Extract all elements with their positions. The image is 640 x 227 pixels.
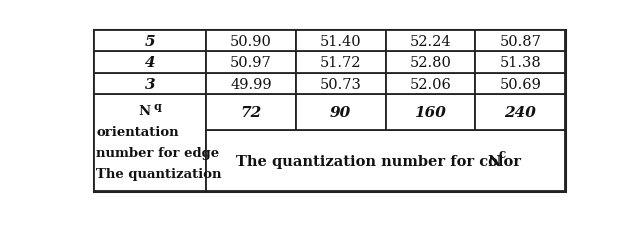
- Bar: [206, 74, 296, 95]
- Bar: [206, 95, 296, 131]
- Bar: [476, 31, 565, 52]
- Bar: [385, 74, 476, 95]
- Text: 4: 4: [145, 56, 156, 70]
- Bar: [385, 52, 476, 74]
- Text: 240: 240: [504, 106, 536, 120]
- Bar: [94, 52, 206, 74]
- Text: 52.80: 52.80: [410, 56, 451, 70]
- Bar: [94, 95, 206, 192]
- Bar: [206, 131, 565, 192]
- Bar: [476, 52, 565, 74]
- Text: 52.24: 52.24: [410, 35, 451, 48]
- Bar: [296, 52, 385, 74]
- Text: orientation: orientation: [97, 126, 179, 139]
- Text: 3: 3: [145, 77, 156, 91]
- Bar: [94, 74, 206, 95]
- Text: q: q: [154, 100, 161, 111]
- Bar: [476, 95, 565, 131]
- Text: 5: 5: [145, 35, 156, 48]
- Text: N: N: [487, 154, 500, 168]
- Text: 51.38: 51.38: [499, 56, 541, 70]
- Text: 49.99: 49.99: [230, 77, 272, 91]
- Text: 72: 72: [240, 106, 262, 120]
- Text: 50.87: 50.87: [499, 35, 541, 48]
- Text: 51.72: 51.72: [320, 56, 362, 70]
- Text: 160: 160: [415, 106, 446, 120]
- Bar: [296, 95, 385, 131]
- Bar: [94, 31, 206, 52]
- Text: 51.40: 51.40: [320, 35, 362, 48]
- Text: The quantization: The quantization: [97, 168, 222, 180]
- Text: 50.69: 50.69: [499, 77, 541, 91]
- Text: 50.97: 50.97: [230, 56, 272, 70]
- Bar: [296, 31, 385, 52]
- Bar: [385, 31, 476, 52]
- Text: N: N: [138, 105, 150, 118]
- Text: number for edge: number for edge: [97, 147, 220, 160]
- Text: 52.06: 52.06: [410, 77, 451, 91]
- Bar: [476, 74, 565, 95]
- Bar: [296, 74, 385, 95]
- Text: The quantization number for color: The quantization number for color: [236, 154, 520, 168]
- Text: 50.73: 50.73: [320, 77, 362, 91]
- Bar: [385, 95, 476, 131]
- Bar: [206, 52, 296, 74]
- Text: 50.90: 50.90: [230, 35, 272, 48]
- Bar: [206, 31, 296, 52]
- Text: c: c: [499, 148, 506, 160]
- Text: 90: 90: [330, 106, 351, 120]
